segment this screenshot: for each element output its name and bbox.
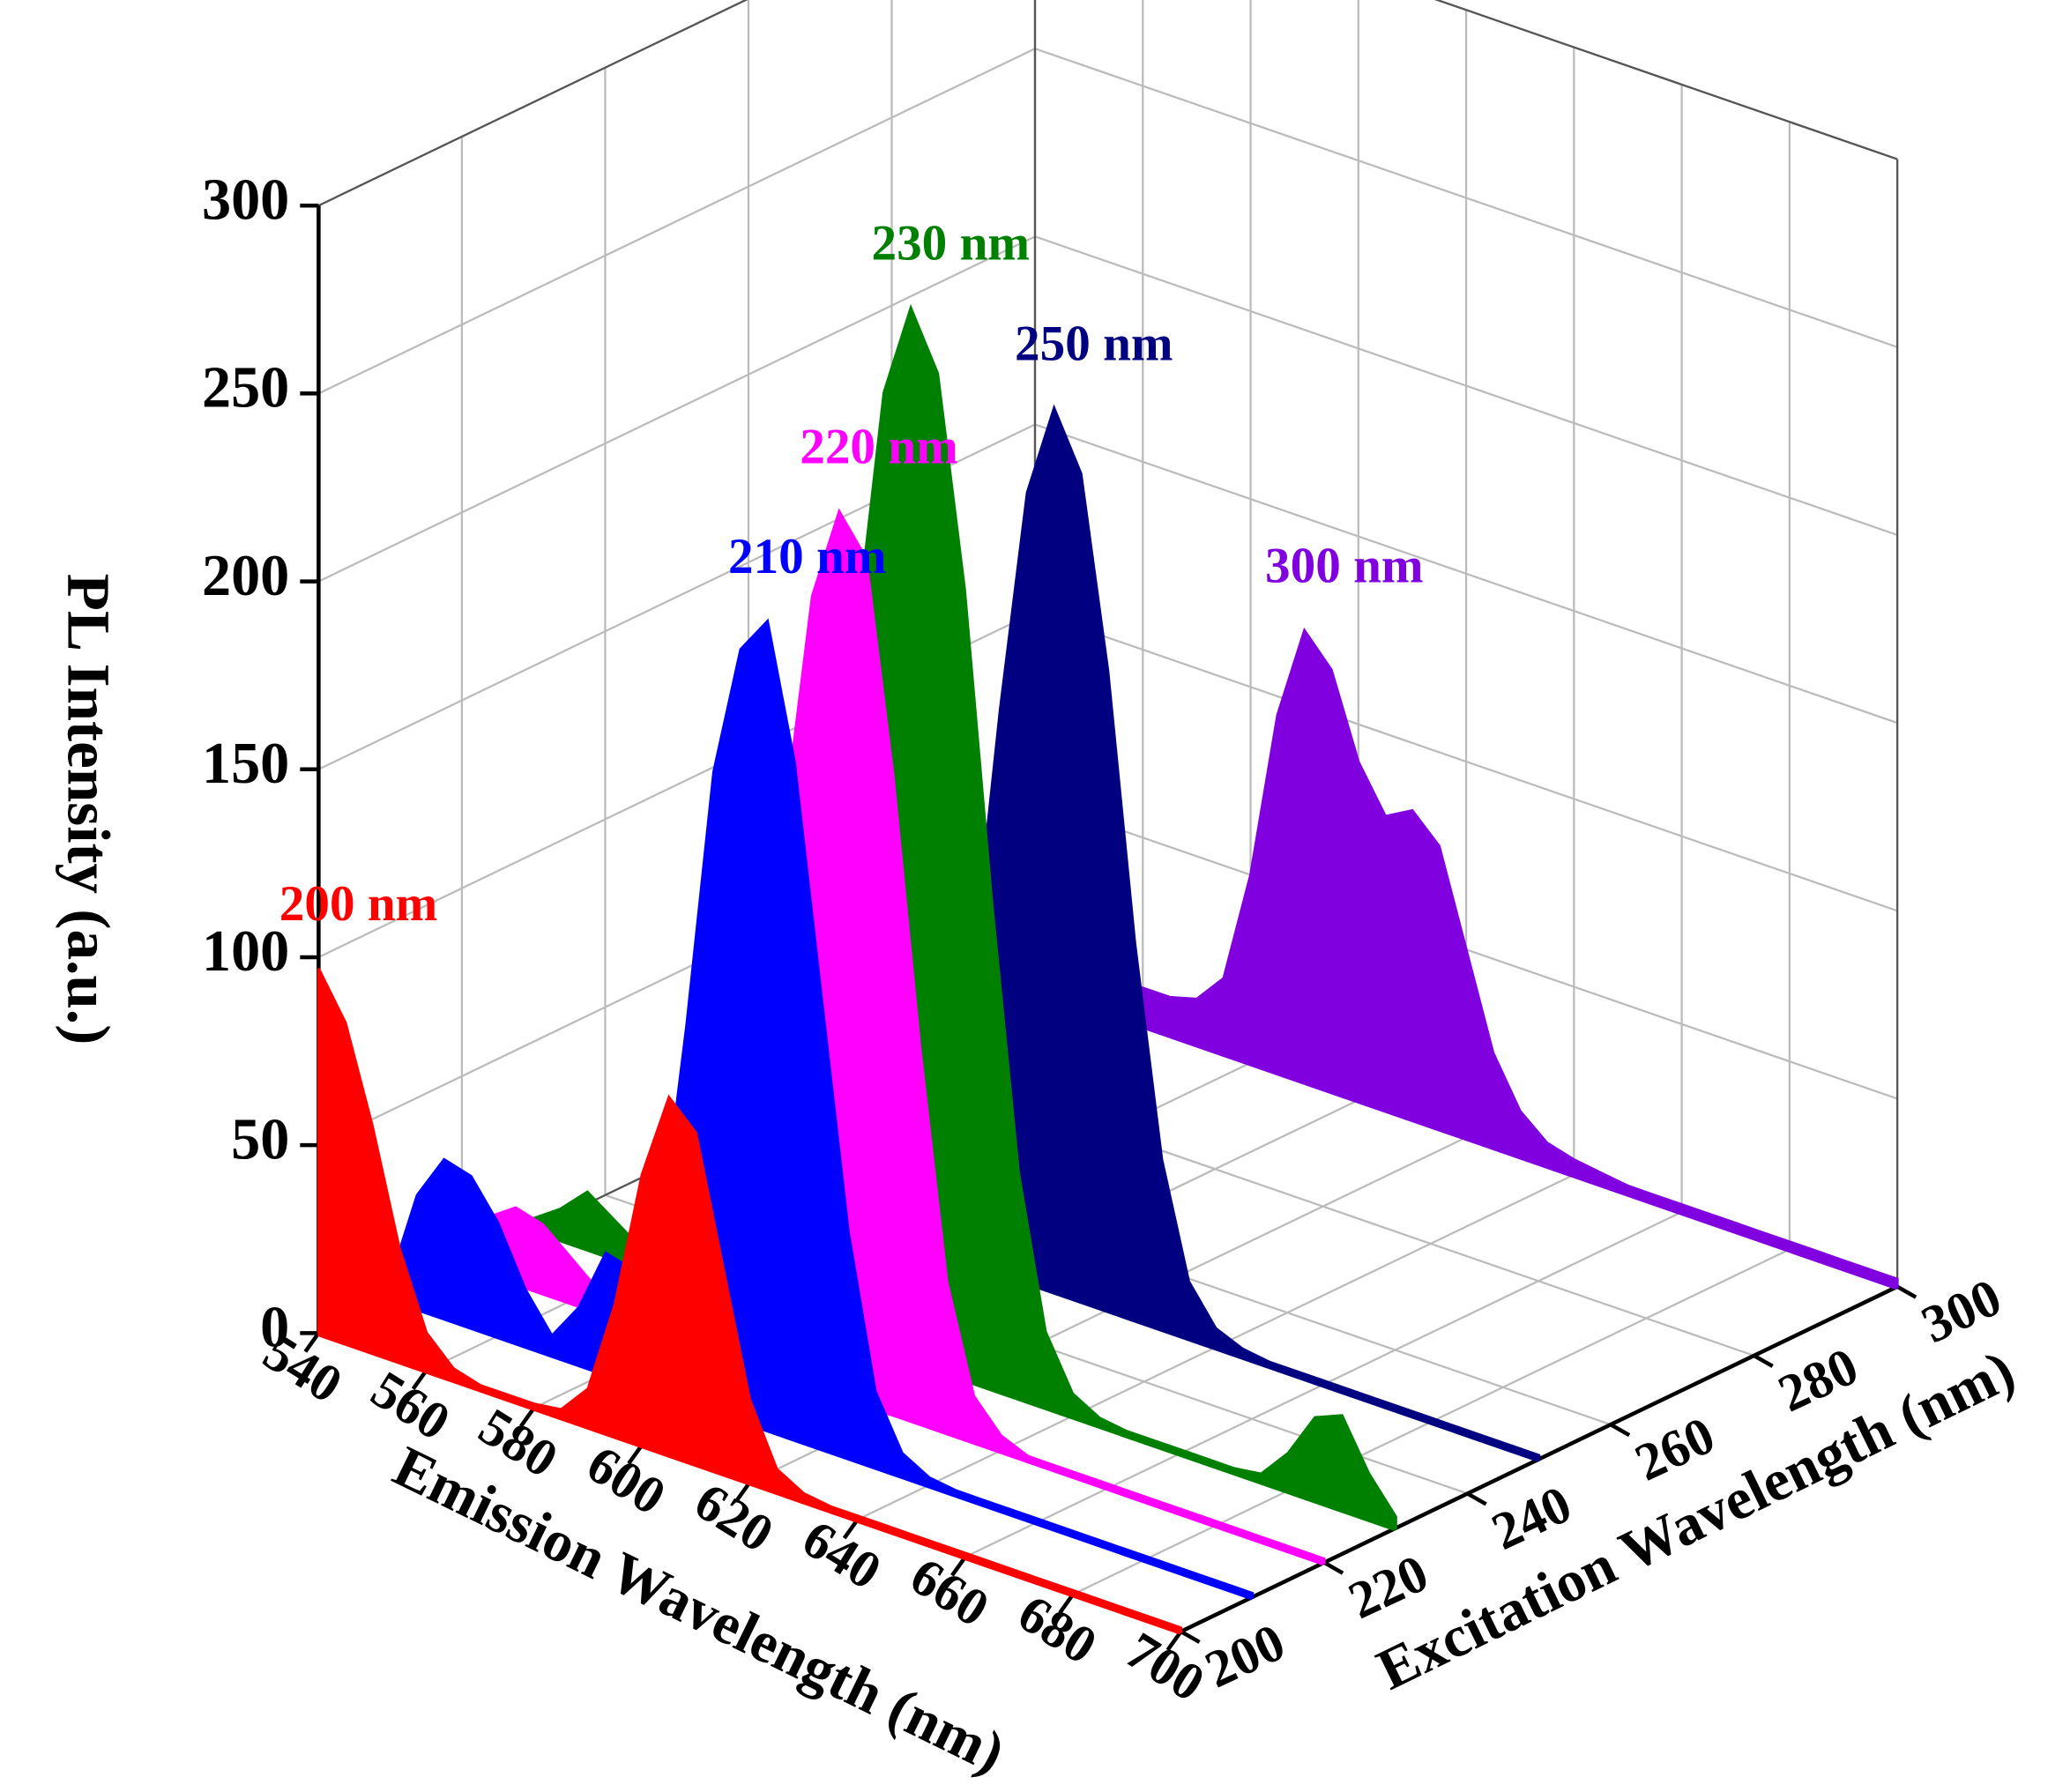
grid-line xyxy=(317,0,748,207)
grid-line xyxy=(317,235,1036,583)
y-tick xyxy=(1180,1629,1201,1644)
x-tick xyxy=(519,1406,536,1428)
y-tick xyxy=(1609,1423,1631,1438)
x-axis-title: Emission Wavelength (nm) xyxy=(383,1434,1014,1786)
spectrum xyxy=(316,968,1183,1634)
y-tick xyxy=(1322,1560,1344,1575)
y-axis-title: Excitation Wavelength (nm) xyxy=(1367,1338,2024,1702)
y-tick xyxy=(1466,1491,1487,1506)
y-tick xyxy=(1896,1284,1917,1299)
y-tick xyxy=(1753,1353,1774,1368)
series-label: 200 nm xyxy=(279,876,437,932)
y-tick-label: 200 xyxy=(1196,1612,1293,1699)
z-tick-label: 250 xyxy=(202,356,289,420)
box-edge xyxy=(1434,0,1898,160)
z-tick-label: 150 xyxy=(202,732,289,796)
grid-line xyxy=(317,48,1036,395)
x-tick xyxy=(303,1332,321,1353)
z-tick-label: 50 xyxy=(231,1107,289,1171)
x-tick xyxy=(734,1481,752,1503)
series-label: 230 nm xyxy=(872,216,1030,271)
x-tick xyxy=(1058,1593,1076,1614)
z-axis-title: PL Intensity (a.u.) xyxy=(56,574,123,1045)
x-tick xyxy=(411,1369,428,1391)
z-tick-label: 200 xyxy=(202,544,289,608)
box-edge xyxy=(317,0,748,207)
x-tick xyxy=(1165,1630,1183,1652)
x-tick-label: 700 xyxy=(1115,1621,1214,1714)
series-label: 210 nm xyxy=(728,529,886,584)
series-label: 250 nm xyxy=(1015,316,1173,371)
z-tick-label: 0 xyxy=(260,1296,289,1360)
x-tick xyxy=(842,1518,860,1540)
z-tick-label: 100 xyxy=(202,919,289,984)
x-tick xyxy=(950,1555,967,1577)
spectrum xyxy=(1033,627,1899,1289)
z-tick-label: 300 xyxy=(202,167,289,232)
x-tick xyxy=(627,1443,644,1465)
series-label: 220 nm xyxy=(800,420,957,475)
series-label: 300 nm xyxy=(1265,539,1423,594)
